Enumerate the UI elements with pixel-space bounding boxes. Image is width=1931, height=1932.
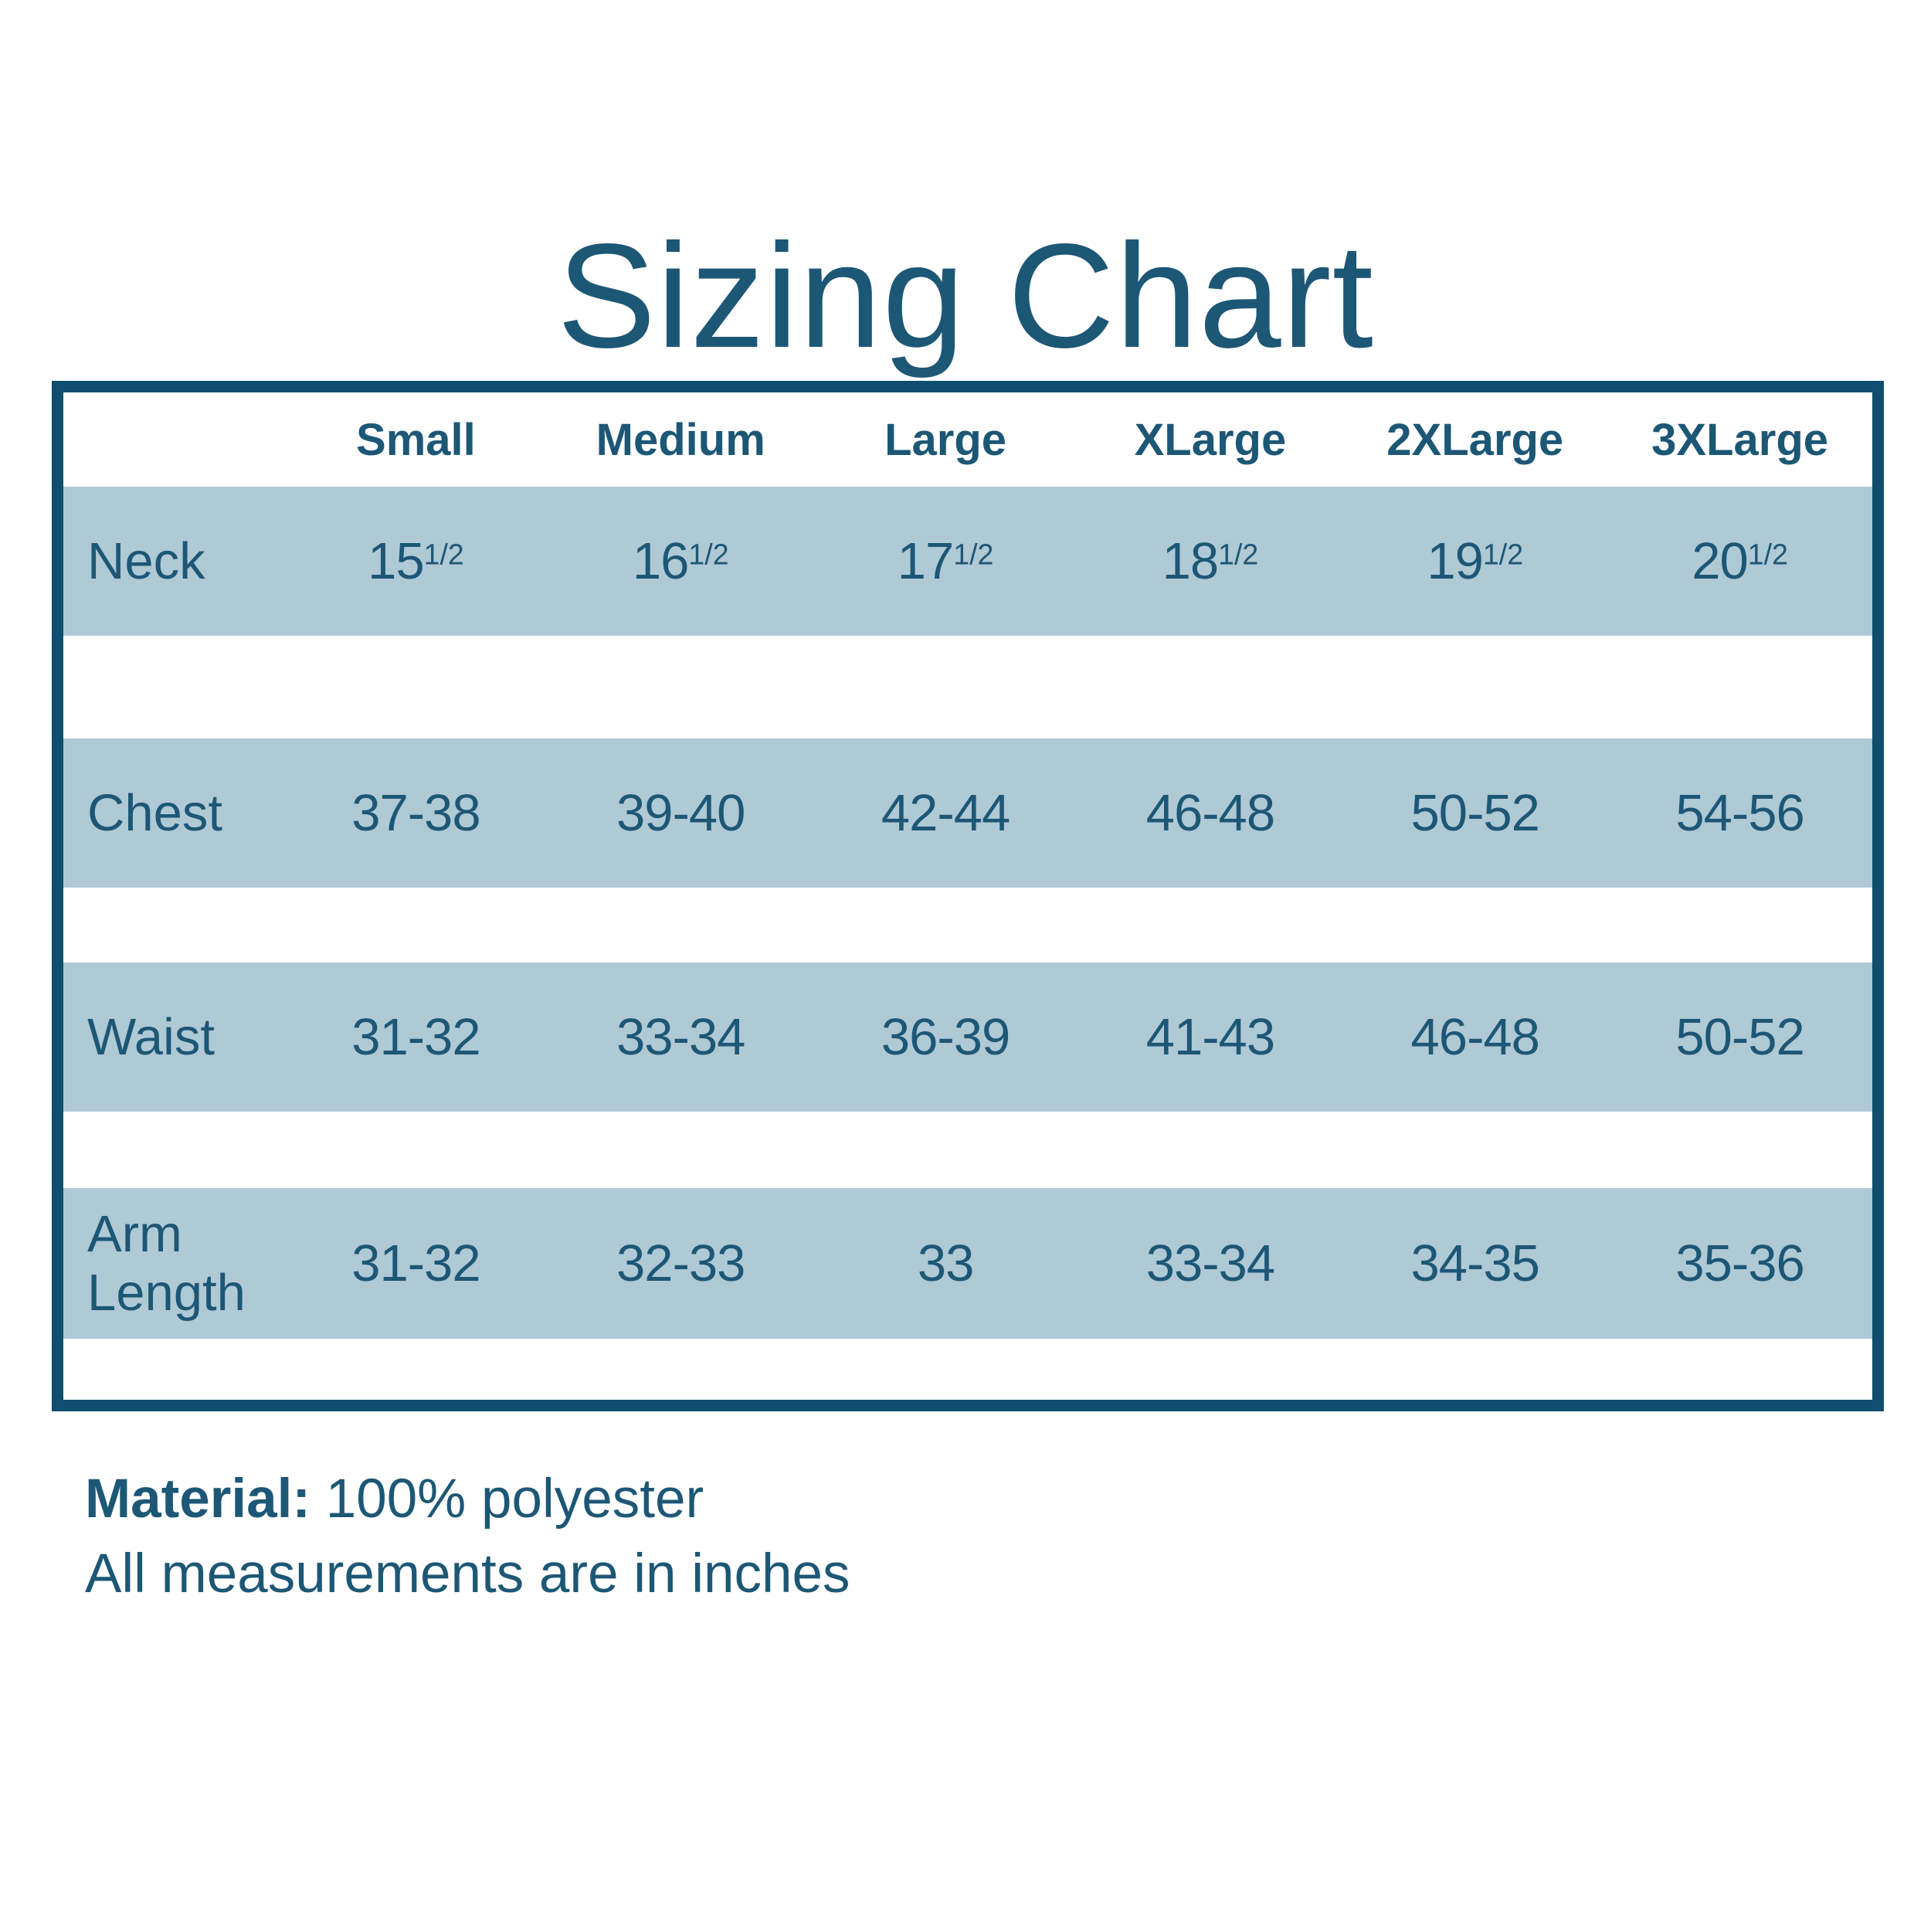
arm-length-value-2xlarge: 34-35 — [1410, 1234, 1540, 1292]
column-header-small: Small — [356, 414, 476, 465]
table-row-waist: Waist 31-32 33-34 36-39 41-43 46-48 50-5… — [63, 963, 1872, 1112]
chest-value-medium: 39-40 — [616, 784, 745, 842]
waist-value-large: 36-39 — [881, 1008, 1010, 1066]
half-fraction: 1/2 — [1747, 538, 1788, 571]
neck-value: 18 — [1162, 532, 1220, 590]
footer-notes: Material: 100% polyester All measurement… — [85, 1462, 850, 1611]
table-row-chest: Chest 37-38 39-40 42-44 46-48 50-52 54-5… — [63, 739, 1872, 888]
neck-value-small: 151/2 — [283, 531, 548, 591]
waist-value-xlarge: 41-43 — [1145, 1008, 1275, 1066]
neck-value-2xlarge: 191/2 — [1342, 531, 1607, 591]
sizing-table: Small Medium Large XLarge 2XLarge 3XLarg… — [52, 381, 1884, 1411]
column-header-medium: Medium — [596, 414, 765, 465]
neck-value: 20 — [1692, 532, 1749, 590]
half-fraction: 1/2 — [688, 538, 729, 571]
chest-value-small: 37-38 — [351, 784, 480, 842]
half-fraction: 1/2 — [953, 538, 994, 571]
material-label: Material: — [85, 1469, 311, 1530]
column-header-xlarge: XLarge — [1134, 414, 1287, 465]
measurements-note: All measurements are in inches — [85, 1543, 850, 1604]
table-row-neck: Neck 151/2 161/2 171/2 181/2 191/2 201/2 — [63, 487, 1872, 636]
chest-value-3xlarge: 54-56 — [1675, 784, 1804, 842]
neck-value-xlarge: 181/2 — [1078, 531, 1343, 591]
arm-length-value-small: 31-32 — [351, 1234, 480, 1292]
row-spacer — [63, 636, 1872, 739]
row-label-chest: Chest — [87, 783, 223, 842]
neck-value-medium: 161/2 — [548, 531, 813, 591]
arm-length-value-large: 33 — [917, 1234, 975, 1292]
waist-value-medium: 33-34 — [616, 1008, 745, 1066]
table-row-arm-length: Arm Length 31-32 32-33 33 33-34 34-35 35… — [63, 1188, 1872, 1339]
neck-value-large: 171/2 — [813, 531, 1078, 591]
half-fraction: 1/2 — [1482, 538, 1524, 571]
row-label-arm-length: Arm Length — [87, 1205, 246, 1322]
row-spacer — [63, 888, 1872, 963]
chest-value-2xlarge: 50-52 — [1410, 784, 1540, 842]
waist-value-small: 31-32 — [351, 1008, 480, 1066]
half-fraction: 1/2 — [1218, 538, 1259, 571]
row-spacer — [63, 1112, 1872, 1188]
column-header-2xlarge: 2XLarge — [1386, 414, 1564, 465]
neck-value-3xlarge: 201/2 — [1607, 531, 1872, 591]
arm-length-value-3xlarge: 35-36 — [1675, 1234, 1804, 1292]
row-label-neck: Neck — [87, 531, 205, 590]
material-note: Material: 100% polyester — [85, 1462, 850, 1537]
neck-value: 19 — [1427, 532, 1484, 590]
waist-value-2xlarge: 46-48 — [1410, 1008, 1540, 1066]
neck-value: 15 — [368, 532, 425, 590]
material-value: 100% polyester — [325, 1469, 704, 1530]
column-header-large: Large — [884, 414, 1007, 465]
neck-value: 17 — [897, 532, 955, 590]
half-fraction: 1/2 — [423, 538, 464, 571]
arm-length-value-xlarge: 33-34 — [1145, 1234, 1275, 1292]
chest-value-large: 42-44 — [881, 784, 1010, 842]
arm-length-value-medium: 32-33 — [616, 1234, 745, 1292]
table-header-row: Small Medium Large XLarge 2XLarge 3XLarg… — [63, 392, 1872, 487]
column-header-3xlarge: 3XLarge — [1651, 414, 1829, 465]
waist-value-3xlarge: 50-52 — [1675, 1008, 1804, 1066]
chest-value-xlarge: 46-48 — [1145, 784, 1275, 842]
page-title: Sizing Chart — [557, 212, 1374, 379]
neck-value: 16 — [632, 532, 690, 590]
row-label-waist: Waist — [87, 1007, 215, 1066]
